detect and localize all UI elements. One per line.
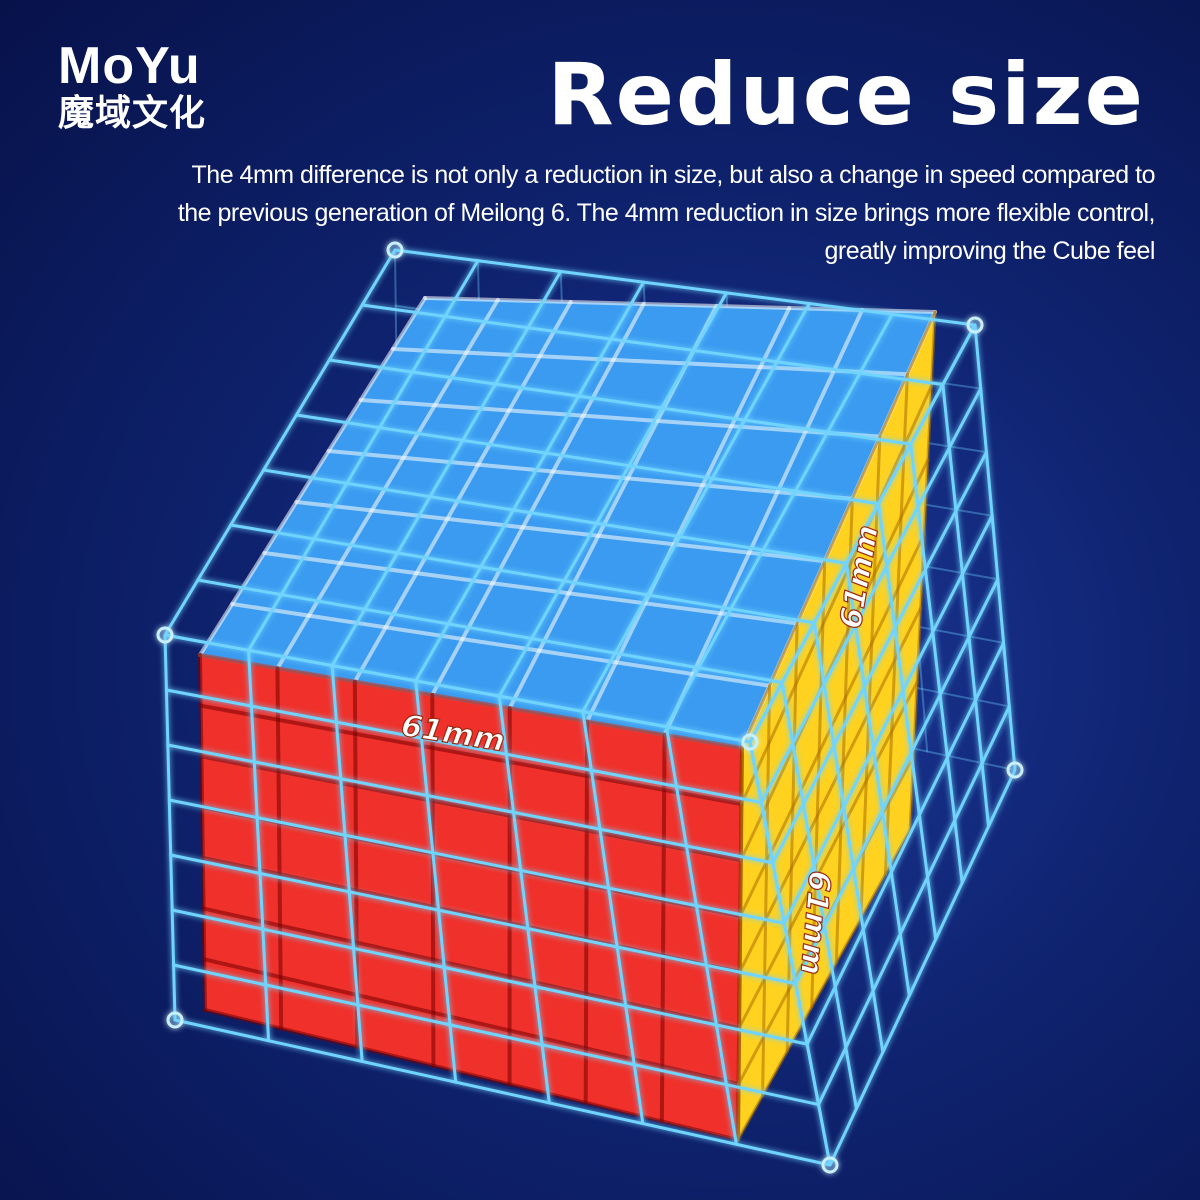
cage-line xyxy=(169,853,798,986)
sticker-gap xyxy=(262,551,800,626)
cage-line xyxy=(166,743,775,865)
cage-line xyxy=(817,704,1011,1107)
sticker-gap xyxy=(294,500,827,564)
cage-line xyxy=(497,291,728,698)
cage-line xyxy=(360,303,945,387)
cage-line xyxy=(172,963,821,1107)
sticker-gap xyxy=(738,606,923,974)
cage-corner-node xyxy=(821,1156,839,1174)
cage-line xyxy=(782,514,994,925)
sticker-gap xyxy=(230,602,772,688)
cage-line xyxy=(909,442,964,885)
sticker-gap xyxy=(203,1008,740,1142)
cage-line xyxy=(247,648,271,1043)
sticker-gap xyxy=(739,458,930,862)
cage-line xyxy=(247,259,480,652)
sticker-gap xyxy=(198,653,207,1012)
cage-corner-node xyxy=(1006,761,1024,779)
sticker-gap xyxy=(810,559,827,1009)
cage-line xyxy=(330,269,563,668)
cage-line xyxy=(581,709,645,1126)
cage-line xyxy=(759,387,983,804)
cage-line xyxy=(497,694,551,1105)
sticker-gap xyxy=(430,302,646,697)
cage-line xyxy=(664,725,738,1146)
sticker-gap xyxy=(430,692,436,1068)
logo-text-en: MoYu xyxy=(58,37,201,95)
sticker-gap xyxy=(198,703,744,806)
sticker-gap xyxy=(358,398,882,439)
cube-grid-lines xyxy=(198,296,937,1142)
cage-line xyxy=(812,621,885,1054)
sticker-gap xyxy=(583,719,590,1105)
cage-line xyxy=(794,577,1000,986)
cage-line xyxy=(748,740,832,1167)
sticker-gap xyxy=(202,957,741,1086)
logo-text-cn: 魔域文化 xyxy=(58,93,207,134)
sticker-gap xyxy=(736,746,744,1142)
cage-line xyxy=(748,323,977,744)
sticker-gap xyxy=(659,732,667,1124)
cage-line xyxy=(229,523,816,625)
cage-line xyxy=(973,323,1017,772)
cage-line xyxy=(941,383,991,828)
cage-line xyxy=(771,450,988,865)
description-line: The 4mm difference is not only a reducti… xyxy=(191,161,1156,189)
sticker-gap xyxy=(585,306,792,724)
sticker-gap xyxy=(739,384,933,806)
description-line: greatly improving the Cube feel xyxy=(824,237,1155,265)
cage-line xyxy=(294,413,881,506)
cage-corner-node xyxy=(156,626,174,644)
sticker-gap xyxy=(275,298,500,671)
cage-corner-node xyxy=(741,733,759,751)
sticker-gap xyxy=(199,754,743,862)
cage-line xyxy=(327,358,913,446)
cage-line xyxy=(262,468,848,565)
cage-line xyxy=(196,578,784,684)
sticker-gap xyxy=(326,449,855,501)
cage-line xyxy=(581,302,811,713)
sticker-gap xyxy=(198,653,744,750)
cage-line xyxy=(163,633,177,1022)
cage-line xyxy=(414,280,646,683)
cage-line xyxy=(664,312,894,729)
cage-line xyxy=(393,248,977,327)
sticker-gap xyxy=(275,666,284,1031)
cage-line xyxy=(780,680,858,1111)
cage-line xyxy=(170,908,809,1046)
sticker-gap xyxy=(761,684,772,1098)
cage-line xyxy=(877,502,938,941)
sticker-gap xyxy=(390,347,910,377)
cage-line xyxy=(330,664,364,1063)
cage-line xyxy=(167,798,786,925)
moyu-logo: MoYu 魔域文化 xyxy=(58,40,206,136)
cage-line xyxy=(828,768,1017,1167)
cage-corner-node xyxy=(386,241,404,259)
sticker-gap xyxy=(662,308,865,737)
sticker-gap xyxy=(785,621,799,1053)
description-line: the previous generation of Meilong 6. Th… xyxy=(177,199,1156,227)
sticker-gap xyxy=(736,828,912,1142)
cage-line xyxy=(164,688,763,804)
cage-line xyxy=(844,561,911,998)
cage-line xyxy=(163,633,752,744)
cage-line xyxy=(173,1018,832,1167)
sticker-gap xyxy=(201,906,742,1030)
sticker-gap xyxy=(352,300,573,684)
cage-corner-node xyxy=(966,316,984,334)
headline: Reduce size xyxy=(547,45,1145,145)
cage-line xyxy=(414,679,458,1084)
cage-line xyxy=(805,641,1006,1046)
description: The 4mm difference is not only a reducti… xyxy=(55,156,1156,270)
wireframe-cage xyxy=(156,241,1024,1174)
sticker-gap xyxy=(740,310,937,750)
sticker-gap xyxy=(737,680,919,1030)
cage-corner-node xyxy=(166,1011,184,1029)
cage-line xyxy=(163,248,397,637)
